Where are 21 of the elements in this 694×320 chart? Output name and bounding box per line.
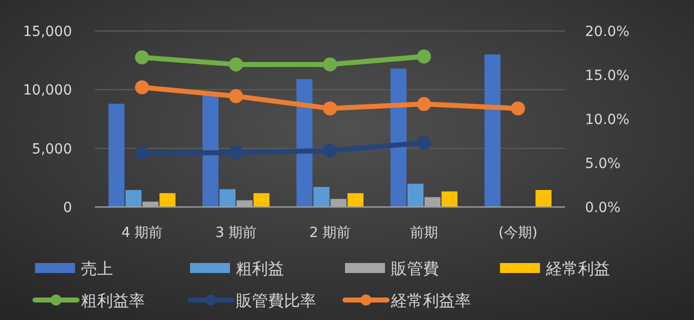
x-tick-label: 3 期前 xyxy=(215,225,257,241)
legend-label: 販管費 xyxy=(391,259,439,278)
legend-label: 粗利益 xyxy=(236,259,284,278)
x-tick-label: 2 期前 xyxy=(309,225,351,241)
y-tick-label: 15,000 xyxy=(23,24,72,40)
y-tick-label: 0 xyxy=(63,200,72,216)
legend-label: 売上 xyxy=(81,259,113,278)
y2-tick-label: 20.0% xyxy=(585,24,630,40)
y2-tick-label: 10.0% xyxy=(585,112,630,128)
legend-label: 経常利益率 xyxy=(390,291,471,310)
y-tick-label: 5,000 xyxy=(32,141,72,158)
legend-label: 粗利益率 xyxy=(81,291,145,310)
y2-tick-label: 15.0% xyxy=(585,68,630,84)
x-tick-label: 4 期前 xyxy=(121,225,163,241)
y2-tick-label: 5.0% xyxy=(585,156,621,172)
x-tick-label: (今期) xyxy=(498,225,538,241)
y-tick-label: 10,000 xyxy=(23,82,72,99)
y2-tick-label: 0.0% xyxy=(585,200,621,216)
legend-label: 経常利益 xyxy=(545,259,610,278)
legend-label: 販管費比率 xyxy=(236,291,316,310)
x-tick-label: 前期 xyxy=(410,225,438,241)
